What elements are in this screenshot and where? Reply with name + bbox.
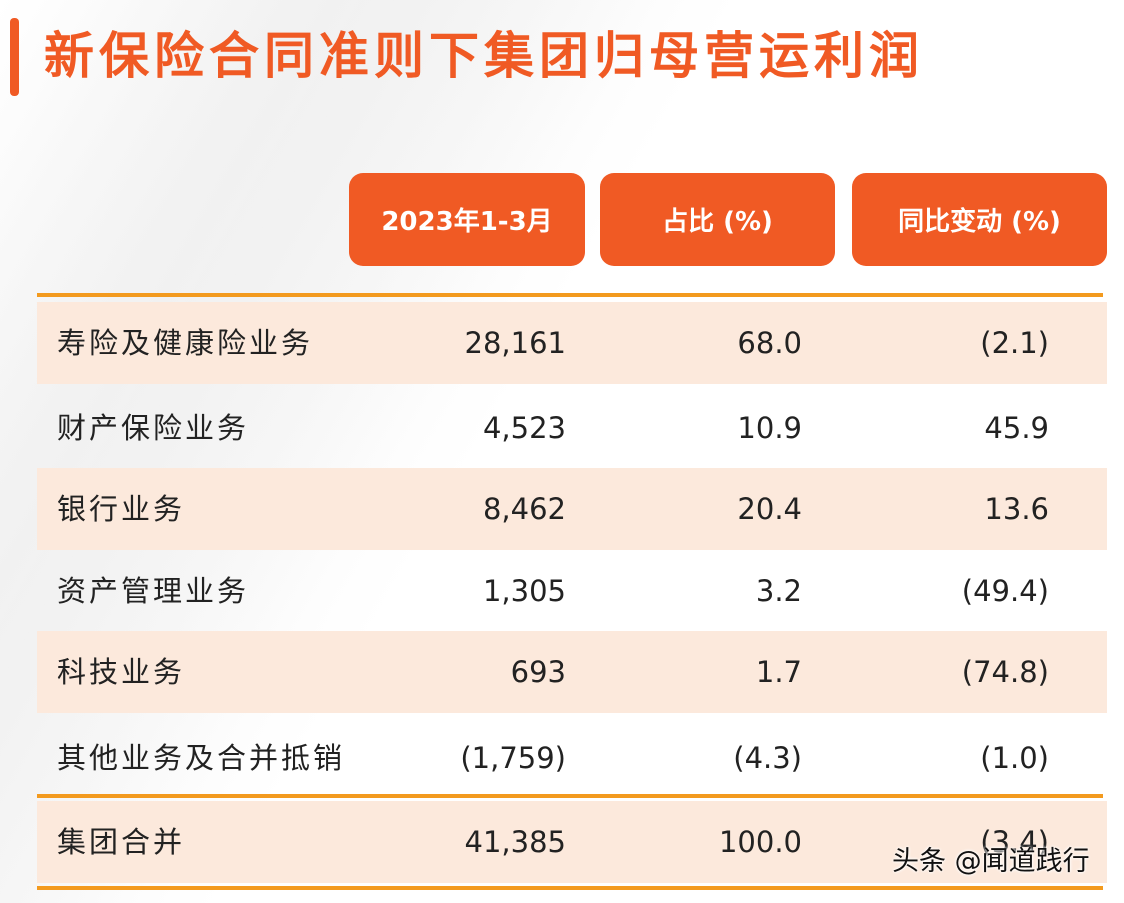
page-title: 新保险合同准则下集团归母营运利润 [44,26,924,85]
row-label: 资产管理业务 [57,574,250,608]
row-value-yoy: 45.9 [984,411,1049,445]
row-value-period: 8,462 [482,492,566,526]
row-value-yoy: (49.4) [961,574,1049,608]
table-row-property: 财产保险业务 4,523 10.9 45.9 [37,387,1107,469]
source-watermark: 头条 @闻道践行 [892,846,1090,877]
row-value-yoy: (1.0) [980,741,1049,775]
row-value-share: (4.3) [733,741,802,775]
row-value-period: 4,523 [482,411,566,445]
row-value-yoy: 13.6 [984,492,1049,526]
table-total-rule [37,794,1103,798]
table-top-rule [37,293,1103,297]
row-value-share: 1.7 [755,655,802,689]
title-accent-bar [10,18,19,96]
row-value-period: 28,161 [464,326,566,360]
header-period: 2023年1-3月 [349,173,585,266]
row-value-period: 693 [510,655,566,689]
row-label: 财产保险业务 [57,411,250,445]
header-yoy-change: 同比变动 (%) [852,173,1107,266]
row-label: 银行业务 [57,492,186,526]
table-row-group-total: 集团合并 41,385 100.0 (3.4) [37,801,1107,883]
row-value-period: 41,385 [464,825,566,859]
table-bottom-rule [37,886,1103,890]
row-label: 寿险及健康险业务 [57,326,314,360]
row-value-share: 100.0 [718,825,802,859]
table-row-technology: 科技业务 693 1.7 (74.8) [37,631,1107,713]
row-value-yoy: (3.4) [980,825,1049,859]
row-value-share: 68.0 [737,326,802,360]
row-label: 其他业务及合并抵销 [57,741,346,775]
table-row-other-elimination: 其他业务及合并抵销 (1,759) (4.3) (1.0) [37,717,1107,799]
table-row-life-health: 寿险及健康险业务 28,161 68.0 (2.1) [37,302,1107,384]
row-label: 科技业务 [57,655,186,689]
header-share: 占比 (%) [600,173,835,266]
table-row-banking: 银行业务 8,462 20.4 13.6 [37,468,1107,550]
row-value-yoy: (74.8) [961,655,1049,689]
row-value-share: 10.9 [737,411,802,445]
row-label: 集团合并 [57,825,186,859]
row-value-period: 1,305 [482,574,566,608]
table-row-asset-management: 资产管理业务 1,305 3.2 (49.4) [37,550,1107,632]
row-value-yoy: (2.1) [980,326,1049,360]
row-value-period: (1,759) [460,741,566,775]
row-value-share: 20.4 [737,492,802,526]
row-value-share: 3.2 [755,574,802,608]
